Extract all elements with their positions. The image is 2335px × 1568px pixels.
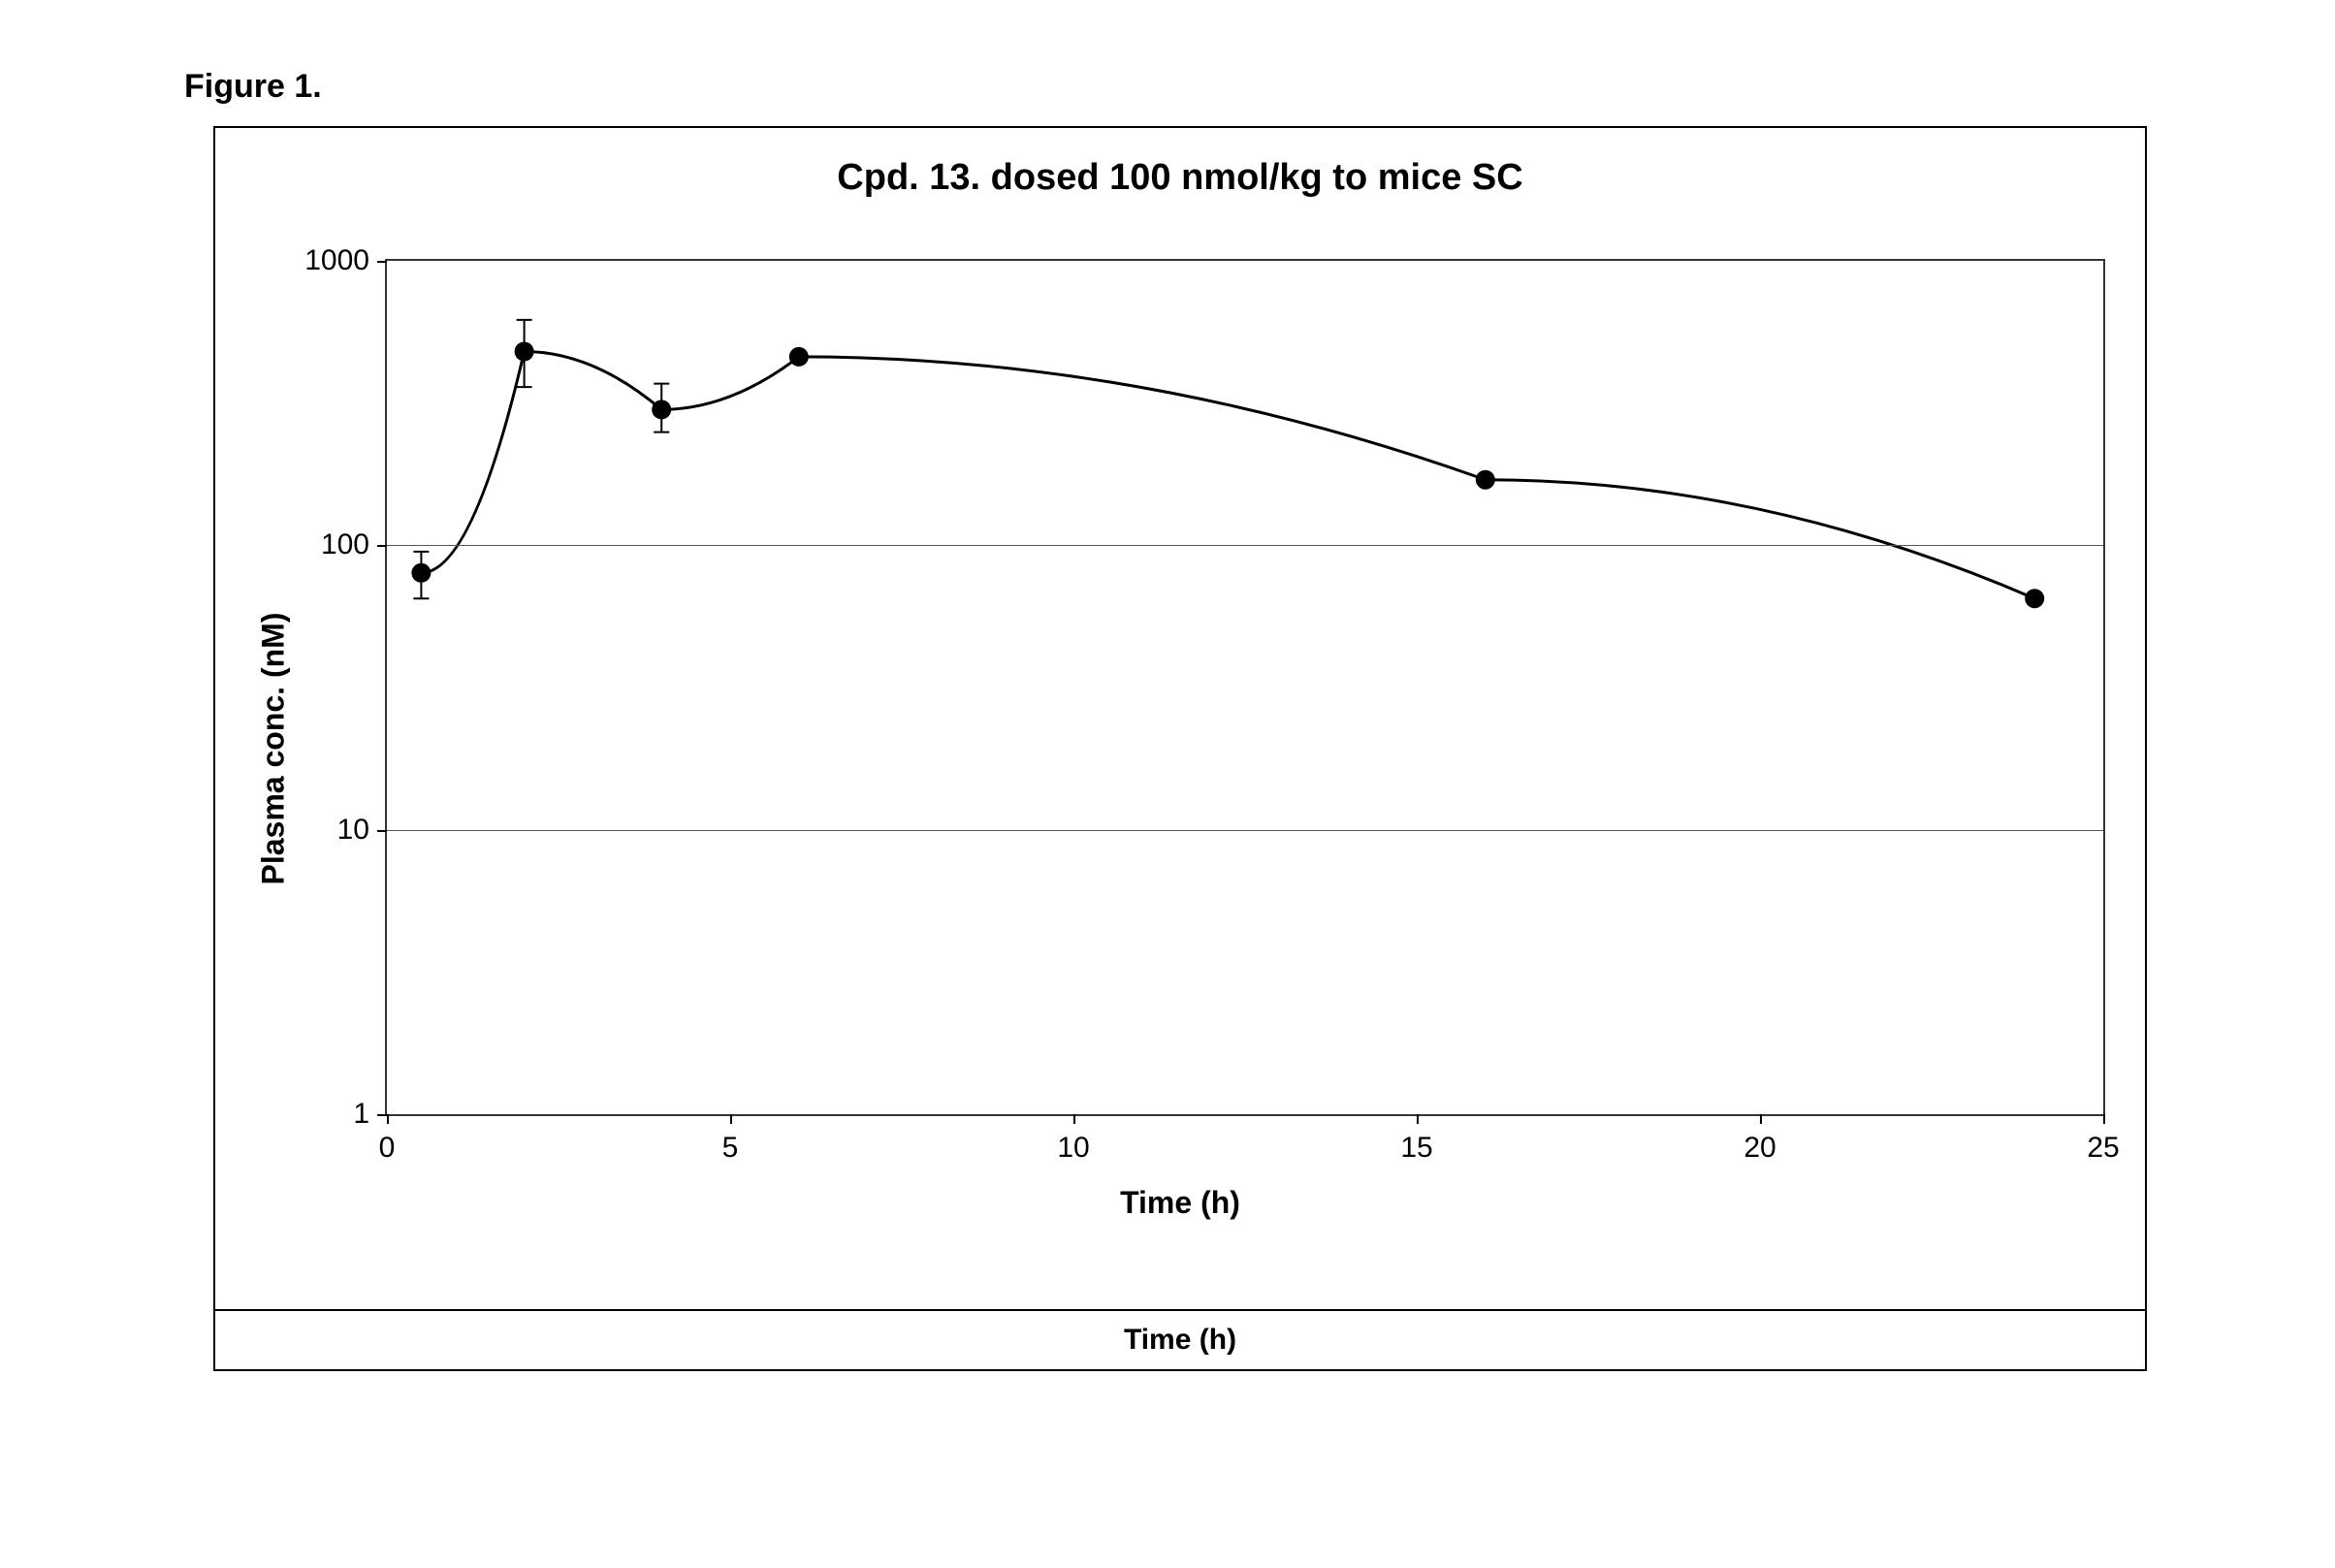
y-tick-mark: [377, 261, 387, 263]
y-tick-mark: [377, 830, 387, 832]
x-tick-label: 5: [722, 1132, 739, 1165]
y-tick-label: 10: [337, 814, 369, 847]
x-tick-label: 15: [1400, 1132, 1432, 1165]
y-axis-title: Plasma conc. (nM): [256, 613, 292, 885]
x-tick-label: 10: [1057, 1132, 1089, 1165]
y-tick-mark: [377, 1114, 387, 1116]
x-tick-label: 25: [2087, 1132, 2119, 1165]
y-tick-label: 100: [321, 528, 369, 561]
data-point: [789, 347, 809, 367]
data-point: [1476, 470, 1495, 490]
y-tick-label: 1000: [304, 244, 369, 277]
data-point: [411, 563, 431, 583]
chart-title: Cpd. 13. dosed 100 nmol/kg to mice SC: [215, 157, 2145, 199]
series-svg: [387, 261, 2103, 1114]
grid-line: [387, 545, 2103, 546]
x-tick-mark: [1760, 1114, 1762, 1124]
plot-area: 11010010000510152025: [385, 259, 2105, 1116]
figure-label: Figure 1.: [184, 68, 322, 106]
page: Figure 1. Cpd. 13. dosed 100 nmol/kg to …: [0, 0, 2335, 1568]
x-axis-title: Time (h): [215, 1185, 2145, 1221]
x-tick-mark: [730, 1114, 732, 1124]
y-tick-mark: [377, 545, 387, 547]
x-tick-label: 20: [1743, 1132, 1775, 1165]
grid-line: [387, 830, 2103, 831]
x-tick-label: 0: [379, 1132, 396, 1165]
data-point: [515, 342, 534, 362]
x-tick-mark: [387, 1114, 389, 1124]
footer-bar: Time (h): [215, 1309, 2145, 1369]
y-tick-label: 1: [353, 1098, 369, 1131]
data-point: [652, 400, 671, 419]
series-line: [421, 352, 2034, 599]
x-tick-mark: [1417, 1114, 1419, 1124]
chart-outer-box: Cpd. 13. dosed 100 nmol/kg to mice SC Pl…: [213, 126, 2147, 1371]
x-tick-mark: [2103, 1114, 2105, 1124]
data-point: [2025, 589, 2044, 608]
x-tick-mark: [1073, 1114, 1075, 1124]
